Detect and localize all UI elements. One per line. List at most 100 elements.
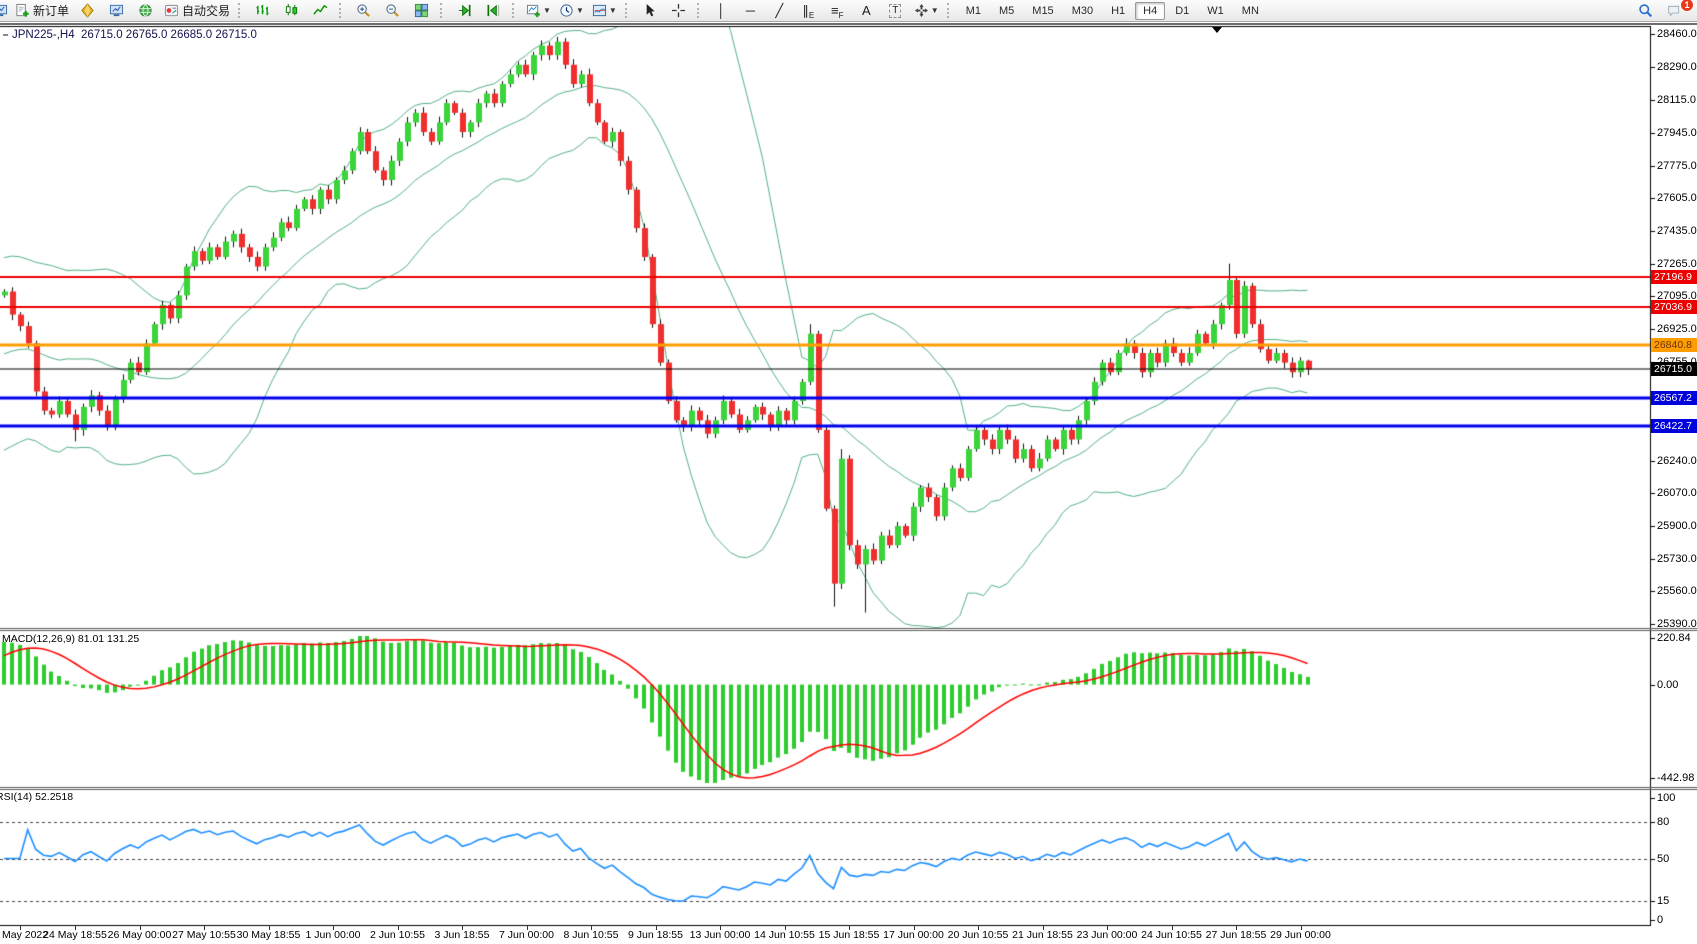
time-tick-label: 27 Jun 18:55 bbox=[1205, 929, 1267, 941]
chevron-down-icon[interactable]: ▼ bbox=[608, 6, 617, 15]
price-tick-label: 28460.0 bbox=[1657, 28, 1697, 40]
price-tick-label: 26925.0 bbox=[1657, 322, 1697, 335]
autotrading-button[interactable]: 自动交易 bbox=[161, 0, 233, 21]
chart-shift-button[interactable] bbox=[480, 0, 507, 21]
price-tick-label: 27095.0 bbox=[1657, 290, 1697, 303]
timeframe-m30-button[interactable]: M30 bbox=[1071, 4, 1094, 17]
toolbar-group-grip bbox=[440, 3, 446, 18]
trendline-button[interactable]: ╱ bbox=[766, 0, 793, 21]
chevron-down-icon[interactable]: ▼ bbox=[543, 6, 551, 15]
horizontal-line-button-glyph: ─ bbox=[745, 3, 755, 18]
chevron-down-icon[interactable]: ▼ bbox=[930, 6, 939, 15]
timeframe-m5-button[interactable]: M5 bbox=[999, 4, 1015, 17]
macd-axis-label: 0.00 bbox=[1657, 678, 1679, 691]
price-tick-label: 28290.0 bbox=[1657, 60, 1697, 73]
time-tick-mark bbox=[849, 926, 850, 930]
price-line-badge: 27196.9 bbox=[1651, 269, 1697, 284]
main-toolbar: 新订单 自动交易 ▼ ▼ ▼ │ ─ ╱ ∥ E ≡ F A T ▼ M1 M5 M15 M30 H1 H4 D1 W1 MN… bbox=[0, 0, 1697, 22]
fibonacci-button[interactable]: ≡ F bbox=[824, 0, 851, 21]
cursor-button[interactable] bbox=[636, 0, 663, 21]
toolbar-group-grip bbox=[946, 3, 953, 18]
time-tick-label: 13 Jun 00:00 bbox=[689, 929, 751, 941]
period-button[interactable]: ▼ bbox=[556, 0, 587, 21]
time-tick-label: 17 Jun 00:00 bbox=[883, 929, 944, 941]
fibonacci-button-glyph: ≡ bbox=[831, 3, 839, 18]
auto-scroll-button[interactable] bbox=[451, 0, 478, 21]
new-chart-button[interactable]: ▼ bbox=[523, 0, 554, 21]
toolbar-group-grip bbox=[512, 3, 518, 18]
metaeditor-button[interactable] bbox=[74, 0, 101, 21]
price-line-badge: 26422.7 bbox=[1651, 418, 1697, 433]
time-tick-label: 24 May 18:55 bbox=[43, 929, 107, 941]
time-tick-mark bbox=[655, 926, 657, 930]
candles-icon bbox=[284, 3, 299, 18]
price-tick-label: 27435.0 bbox=[1657, 224, 1697, 237]
line-chart-button[interactable] bbox=[307, 0, 334, 21]
time-tick-label: 8 Jun 10:55 bbox=[563, 929, 619, 941]
time-tick-label: May 2022 bbox=[2, 929, 49, 941]
chart-shift-marker[interactable] bbox=[1212, 27, 1222, 33]
chevron-down-icon[interactable]: ▼ bbox=[575, 6, 584, 15]
template-button[interactable]: ▼ bbox=[589, 0, 620, 21]
cursor-icon bbox=[642, 3, 657, 18]
price-tick-label: 26240.0 bbox=[1657, 454, 1697, 467]
zoom-in-icon bbox=[356, 3, 371, 18]
price-line-badge: 27036.9 bbox=[1651, 300, 1697, 315]
channel-button[interactable]: ∥ E bbox=[795, 0, 822, 21]
autotrading-button-label: 自动交易 bbox=[182, 4, 231, 18]
time-tick-mark bbox=[1236, 926, 1237, 930]
time-tick-mark bbox=[204, 926, 205, 930]
new-order-button[interactable]: 新订单 bbox=[12, 0, 72, 21]
rsi-axis-label: 15 bbox=[1657, 895, 1670, 908]
candlestick-button[interactable] bbox=[278, 0, 305, 21]
signals-button[interactable] bbox=[132, 0, 159, 21]
time-tick-mark bbox=[1300, 926, 1302, 930]
notifications-button[interactable]: 1 bbox=[1661, 0, 1694, 21]
bar-chart-button[interactable] bbox=[249, 0, 276, 21]
horizontal-line-button[interactable]: ─ bbox=[737, 0, 764, 21]
text-button[interactable]: A bbox=[853, 0, 880, 21]
time-tick-label: 21 Jun 18:55 bbox=[1012, 929, 1073, 941]
timeframe-h4-button[interactable]: H4 bbox=[1135, 1, 1166, 20]
time-tick-label: 29 Jun 00:00 bbox=[1270, 929, 1331, 941]
clock-icon bbox=[559, 3, 574, 18]
zoom-out-button[interactable] bbox=[379, 0, 406, 21]
price-tick-label: 25730.0 bbox=[1657, 552, 1697, 565]
chat-icon bbox=[1667, 3, 1682, 18]
text-label-button[interactable]: T bbox=[882, 0, 909, 21]
timeframe-m1-button[interactable]: M1 bbox=[965, 4, 981, 17]
crosshair-button[interactable] bbox=[665, 0, 692, 21]
price-line-badge: 26715.0 bbox=[1651, 362, 1697, 377]
data-window-button[interactable] bbox=[103, 0, 130, 21]
crosshair-icon bbox=[671, 3, 686, 18]
time-tick-label: 23 Jun 00:00 bbox=[1076, 929, 1138, 941]
search-button[interactable] bbox=[1632, 0, 1659, 21]
vertical-line-button-glyph: │ bbox=[717, 3, 726, 18]
zoom-in-button[interactable] bbox=[350, 0, 377, 21]
time-tick-label: 24 Jun 10:55 bbox=[1141, 929, 1202, 941]
clipped-toolbar-icon bbox=[0, 1, 9, 20]
toolbar-group-grip bbox=[624, 3, 631, 18]
timeframe-d1-button[interactable]: D1 bbox=[1175, 4, 1190, 17]
vertical-line-button[interactable]: │ bbox=[708, 0, 735, 21]
timeframe-mn-button[interactable]: MN bbox=[1241, 4, 1259, 17]
rsi-axis-label: 100 bbox=[1657, 791, 1676, 804]
chart-window-edge bbox=[0, 23, 1697, 25]
arrows-button[interactable]: ▼ bbox=[911, 0, 942, 21]
time-tick-mark bbox=[1042, 926, 1044, 930]
time-tick-label: 27 May 10:55 bbox=[172, 929, 236, 941]
timeframe-w1-button[interactable]: W1 bbox=[1207, 4, 1224, 17]
tile-windows-button[interactable] bbox=[408, 0, 435, 21]
rsi-axis-label: 80 bbox=[1657, 815, 1670, 828]
timeframe-m15-button[interactable]: M15 bbox=[1032, 4, 1054, 17]
time-tick-mark bbox=[978, 926, 979, 930]
timeframe-h1-button[interactable]: H1 bbox=[1111, 4, 1126, 17]
price-tick-label: 26070.0 bbox=[1657, 487, 1697, 500]
time-tick-label: 2 Jun 10:55 bbox=[370, 929, 425, 941]
channel-button-sub-letter: E bbox=[808, 11, 815, 20]
price-line-badge: 26567.2 bbox=[1651, 390, 1697, 405]
time-tick-mark bbox=[333, 926, 334, 930]
new-order-button-label: 新订单 bbox=[33, 4, 70, 18]
green-globe-icon bbox=[138, 3, 153, 18]
